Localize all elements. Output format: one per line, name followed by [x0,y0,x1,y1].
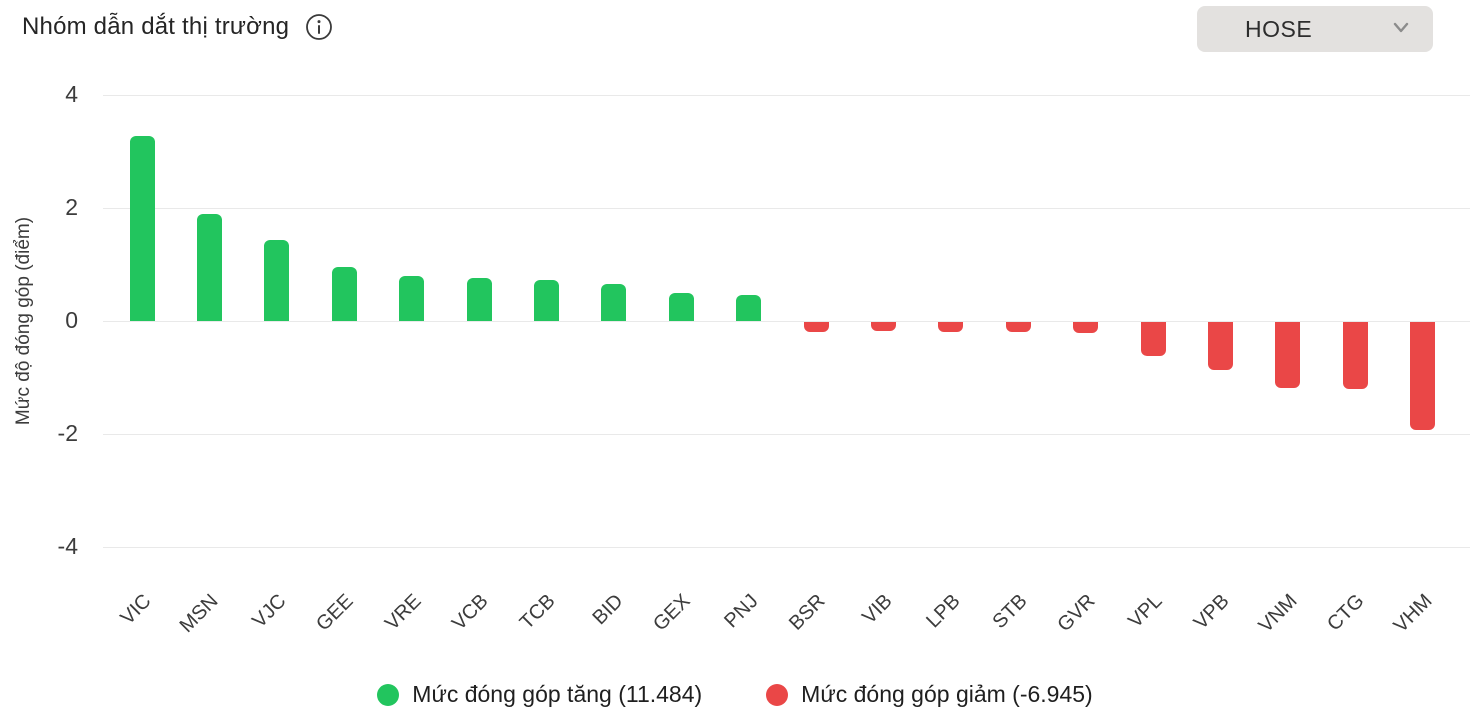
x-label-BSR: BSR [784,590,830,635]
bar-VHM[interactable] [1410,322,1436,431]
bar-STB[interactable] [1005,322,1031,332]
x-label-MSN: MSN [175,590,223,637]
bar-VRE[interactable] [399,275,425,321]
legend-label-up: Mức đóng góp tăng (11.484) [412,681,703,707]
exchange-select-value: HOSE [1245,15,1313,42]
bar-CTG[interactable] [1342,322,1368,390]
legend-label-down: Mức đóng góp giảm (-6.945) [801,681,1093,707]
bar-VCB[interactable] [466,278,492,321]
page-title: Nhóm dẫn dắt thị trường [22,13,290,40]
y-tick-label-4: 4 [65,81,78,107]
bar-BSR[interactable] [803,322,829,333]
bar-PNJ[interactable] [736,295,762,321]
bar-MSN[interactable] [196,213,222,321]
bar-VIC[interactable] [129,136,155,321]
x-label-GEE: GEE [312,590,358,636]
bar-VIB[interactable] [870,322,896,332]
x-label-VIB: VIB [858,590,897,629]
bar-LPB[interactable] [938,322,964,333]
x-label-GVR: GVR [1052,590,1100,637]
chart-legend: Mức đóng góp tăng (11.484) Mức đóng góp g… [0,681,1470,708]
y-tick-label-2: 2 [65,194,78,220]
chevron-down-icon [1389,15,1413,44]
x-label-GEX: GEX [649,590,695,636]
legend-dot-up [377,683,400,706]
y-tick-label--2: -2 [57,420,78,446]
gridline-2 [103,208,1470,209]
x-label-VRE: VRE [380,590,426,635]
header: Nhóm dẫn dắt thị trường [22,13,333,41]
x-label-BID: BID [588,590,628,630]
x-label-VNM: VNM [1254,590,1302,637]
x-label-VIC: VIC [116,590,156,630]
gridline-0 [103,321,1470,322]
x-label-VJC: VJC [248,590,291,633]
legend-item-down[interactable]: Mức đóng góp giảm (-6.945) [766,681,1093,708]
x-label-VCB: VCB [447,590,493,635]
bar-VPL[interactable] [1140,322,1166,357]
bar-GEE[interactable] [331,266,357,321]
x-label-LPB: LPB [922,590,965,633]
x-label-CTG: CTG [1323,590,1369,636]
x-label-VHM: VHM [1389,590,1437,637]
gridline--2 [103,434,1470,435]
y-tick-label-0: 0 [65,307,78,333]
x-label-VPL: VPL [1124,590,1167,633]
bar-VJC[interactable] [264,240,290,321]
x-label-STB: STB [988,590,1032,634]
gridline--4 [103,547,1470,548]
legend-dot-down [766,683,789,706]
y-tick-label--4: -4 [57,533,78,559]
bar-GVR[interactable] [1073,322,1099,333]
exchange-select[interactable]: HOSE [1197,6,1433,52]
bar-BID[interactable] [601,284,627,321]
legend-item-up[interactable]: Mức đóng góp tăng (11.484) [377,681,702,708]
bar-VPB[interactable] [1207,322,1233,371]
info-circle-icon[interactable] [305,13,333,41]
x-label-PNJ: PNJ [719,590,763,633]
bar-VNM[interactable] [1275,322,1301,388]
bar-TCB[interactable] [533,280,559,321]
bar-GEX[interactable] [668,292,694,321]
gridline-4 [103,95,1470,96]
x-label-VPB: VPB [1190,590,1234,634]
x-label-TCB: TCB [516,590,560,634]
